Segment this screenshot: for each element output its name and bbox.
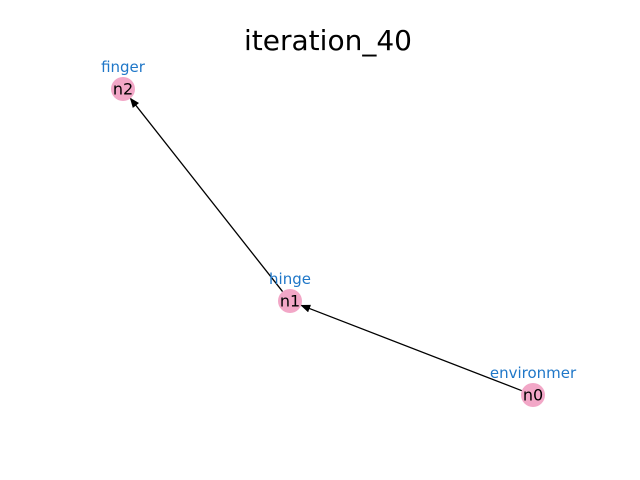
- node-n2: n2 finger: [101, 58, 146, 101]
- edge-n1-to-n2: [129, 97, 284, 292]
- node-circle-n2: [111, 77, 135, 101]
- node-n1: n1 hinge: [269, 270, 311, 313]
- node-id-n1: n1: [280, 292, 300, 311]
- graph-title: iteration_40: [244, 24, 412, 57]
- node-n0: n0 environmer: [490, 364, 577, 407]
- node-label-n2: finger: [101, 58, 146, 76]
- node-id-n2: n2: [113, 80, 133, 99]
- node-label-n1: hinge: [269, 270, 311, 288]
- edge-n0-to-n1: [300, 304, 523, 392]
- node-circle-n1: [278, 289, 302, 313]
- node-circle-n0: [521, 383, 545, 407]
- node-label-n0: environmer: [490, 364, 577, 382]
- node-id-n0: n0: [523, 386, 543, 405]
